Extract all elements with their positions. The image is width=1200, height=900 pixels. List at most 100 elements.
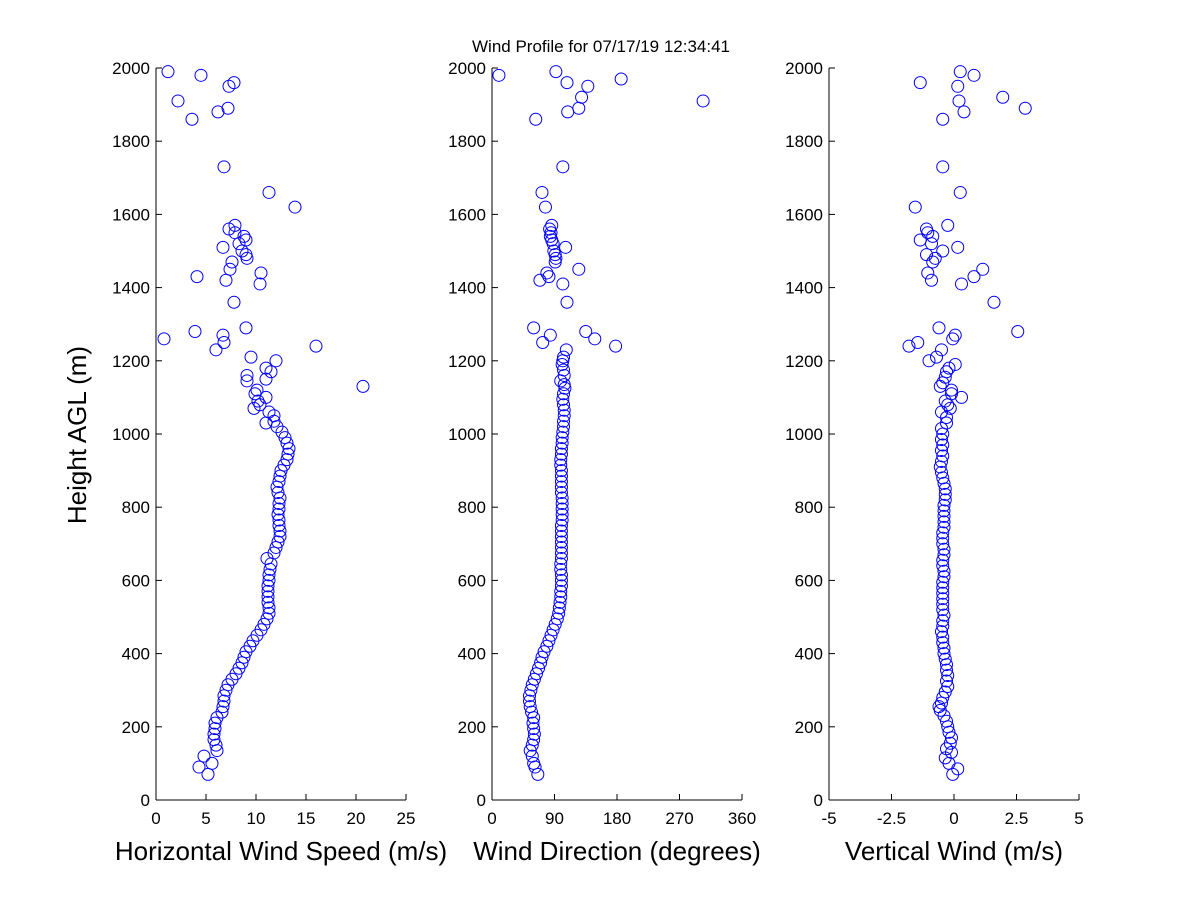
data-point-direction — [557, 378, 571, 392]
data-point-vertical — [938, 493, 952, 507]
data-point-speed — [260, 612, 274, 626]
data-point-direction — [559, 343, 573, 357]
x-axis-label-vertical: Vertical Wind (m/s) — [845, 836, 1063, 866]
data-point-direction — [575, 90, 589, 104]
data-point-vertical — [938, 370, 952, 384]
data-point-vertical — [940, 714, 953, 728]
data-point-vertical — [936, 244, 950, 258]
data-point-vertical — [936, 449, 950, 463]
y-tick-label-direction: 600 — [458, 571, 486, 590]
data-point-vertical — [953, 185, 967, 199]
x-axis-label-direction: Wind Direction (degrees) — [473, 836, 761, 866]
data-point-speed — [225, 672, 239, 686]
x-tick-label-vertical: 2.5 — [1005, 809, 1029, 828]
data-point-direction — [560, 76, 574, 90]
data-point-vertical — [936, 691, 950, 705]
data-point-vertical — [936, 526, 950, 540]
data-point-vertical — [938, 487, 952, 501]
data-point-direction — [523, 694, 536, 708]
data-point-vertical — [935, 432, 948, 446]
data-point-speed — [254, 266, 268, 280]
x-tick-label-vertical: 5 — [1074, 809, 1083, 828]
data-point-speed — [237, 229, 251, 243]
data-point-vertical — [913, 76, 927, 90]
data-point-speed — [209, 343, 223, 357]
y-axis-label: Height AGL (m) — [62, 346, 92, 524]
data-point-vertical — [940, 365, 953, 379]
data-point-speed — [216, 328, 230, 342]
data-point-speed — [309, 339, 323, 353]
data-point-vertical — [936, 636, 950, 650]
data-point-vertical — [937, 564, 951, 578]
data-point-direction — [572, 262, 586, 276]
data-point-speed — [227, 76, 241, 90]
data-point-vertical — [937, 542, 951, 556]
data-point-vertical — [936, 112, 950, 126]
y-tick-label-vertical: 600 — [795, 571, 823, 590]
data-point-direction — [538, 200, 552, 214]
data-point-speed — [280, 436, 294, 450]
data-point-direction — [554, 458, 568, 472]
data-point-direction — [555, 502, 569, 516]
data-point-direction — [554, 546, 568, 560]
data-point-direction — [696, 94, 710, 108]
x-tick-label-speed: 10 — [247, 809, 266, 828]
data-point-vertical — [920, 248, 933, 262]
data-point-vertical — [932, 700, 946, 714]
data-point-direction — [588, 332, 602, 346]
data-point-speed — [171, 94, 185, 108]
data-point-direction — [531, 767, 545, 781]
data-point-speed — [280, 453, 294, 467]
data-point-vertical — [937, 641, 951, 655]
y-tick-label-speed: 800 — [122, 498, 150, 517]
data-point-speed — [261, 584, 275, 598]
x-axis-label-speed: Horizontal Wind Speed (m/s) — [115, 836, 447, 866]
data-point-direction — [555, 497, 569, 511]
data-point-direction — [492, 68, 506, 82]
data-point-direction — [547, 244, 561, 258]
data-point-vertical — [936, 586, 950, 600]
data-point-direction — [536, 336, 550, 349]
data-point-direction — [554, 584, 568, 598]
subplot-vertical: 0 200 400 600 800 1000 1200 1400 1600 1800 2000 -5 -… — [785, 59, 1084, 866]
data-point-vertical — [913, 233, 927, 247]
data-point-direction — [557, 414, 571, 428]
data-point-speed — [273, 529, 287, 543]
data-point-vertical — [941, 669, 955, 683]
x-tick-label-speed: 25 — [397, 809, 416, 828]
x-tick-label-speed: 5 — [201, 809, 210, 828]
data-point-vertical — [935, 454, 948, 468]
figure-title: Wind Profile for 07/17/19 12:34:41 — [472, 37, 730, 56]
data-point-speed — [356, 379, 370, 393]
data-point-vertical — [937, 520, 951, 534]
data-point-vertical — [922, 354, 936, 368]
data-point-direction — [557, 387, 571, 401]
data-point-direction — [554, 579, 568, 593]
data-point-speed — [207, 733, 221, 747]
data-point-vertical — [948, 328, 962, 342]
x-tick-label-direction: 270 — [665, 809, 693, 828]
data-point-vertical — [952, 94, 966, 108]
data-point-speed — [281, 447, 295, 461]
data-point-speed — [261, 595, 275, 609]
data-point-speed — [219, 683, 233, 697]
data-point-vertical — [930, 350, 943, 364]
data-point-vertical — [955, 390, 968, 404]
y-tick-label-direction: 400 — [458, 645, 486, 664]
data-point-speed — [190, 270, 204, 284]
data-point-vertical — [936, 438, 950, 452]
data-point-speed — [228, 218, 242, 232]
data-point-direction — [535, 650, 549, 664]
y-tick-label-vertical: 1400 — [785, 279, 823, 298]
data-point-speed — [250, 628, 264, 642]
data-point-speed — [219, 273, 233, 287]
data-point-direction — [554, 453, 568, 467]
y-tick-label-vertical: 1600 — [785, 205, 823, 224]
y-tick-label-vertical: 200 — [795, 718, 823, 737]
data-point-speed — [161, 65, 175, 79]
data-point-vertical — [936, 597, 950, 611]
data-point-direction — [555, 491, 569, 505]
data-point-speed — [185, 112, 199, 126]
data-point-vertical — [940, 663, 953, 677]
data-point-speed — [259, 416, 273, 430]
